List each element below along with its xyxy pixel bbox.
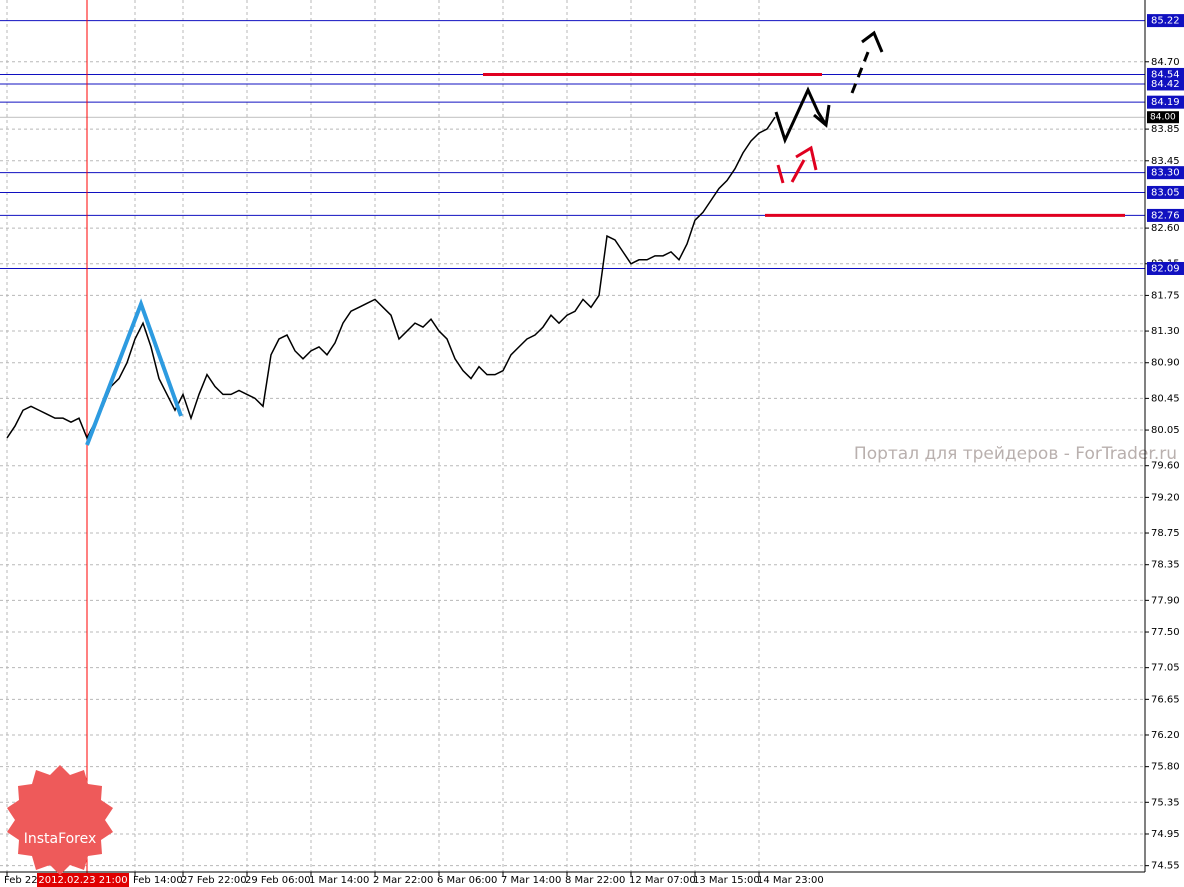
crosshair-label: 2012.02.23 21:00 [38, 875, 127, 886]
level-label-box [1147, 77, 1184, 91]
level-label: 85.22 [1151, 16, 1180, 27]
y-tick-label: 74.55 [1151, 861, 1180, 872]
watermark: Портал для трейдеров - ForTrader.ru [854, 444, 1177, 464]
y-tick-label: 81.30 [1151, 326, 1180, 337]
y-tick-label: 77.90 [1151, 595, 1180, 606]
y-tick-label: 75.80 [1151, 762, 1180, 773]
y-tick-label: 75.35 [1151, 797, 1180, 808]
level-label-box [1147, 95, 1184, 109]
crosshair-label-box [37, 873, 129, 887]
logo-badge [7, 765, 113, 875]
x-tick-label: 12 Mar 07:00 [629, 875, 696, 886]
forecast-arrows [774, 30, 884, 145]
y-tick-label: 79.60 [1151, 461, 1180, 472]
level-label: 83.05 [1151, 187, 1180, 198]
trend-zigzag [85, 298, 183, 446]
logo-text: InstaForex [24, 831, 97, 847]
x-tick-label: 6 Mar 06:00 [437, 875, 497, 886]
axis-labels: 74.55 74.95 75.35 75.80 76.20 76.65 77.05 77.50… [4, 14, 1184, 887]
level-label: 82.76 [1151, 210, 1180, 221]
level-label-box [1147, 166, 1184, 180]
y-tick-label: 84.70 [1151, 57, 1180, 68]
y-tick-label: 83.85 [1151, 124, 1180, 135]
x-tick-label: Feb 22: [4, 875, 41, 886]
y-tick-label: 82.60 [1151, 223, 1180, 234]
y-tick-label: 74.95 [1151, 829, 1180, 840]
y-tick-label: 81.75 [1151, 290, 1180, 301]
x-tick-label: 13 Mar 15:00 [693, 875, 760, 886]
level-label-box [1147, 261, 1184, 275]
x-tick-label: Feb 14:00 [133, 875, 183, 886]
x-tick-label: 27 Feb 22:00 [181, 875, 247, 886]
y-tick-label: 83.45 [1151, 156, 1180, 167]
y-tick-label: 77.05 [1151, 663, 1180, 674]
y-tick-label: 77.50 [1151, 627, 1180, 638]
price-line [6, 116, 776, 440]
red-arrows [776, 145, 818, 184]
y-tick-label: 76.65 [1151, 694, 1180, 705]
grid [0, 0, 1145, 872]
y-tick-label: 78.75 [1151, 528, 1180, 539]
level-label: 83.30 [1151, 168, 1180, 179]
y-tick-label: 80.90 [1151, 358, 1180, 369]
x-tick-label: 2 Mar 22:00 [373, 875, 433, 886]
x-tick-label: 29 Feb 06:00 [245, 875, 311, 886]
x-tick-label: 14 Mar 23:00 [757, 875, 824, 886]
current-price-box [1147, 111, 1179, 124]
level-label-box [1147, 185, 1184, 199]
plot [6, 0, 1125, 887]
level-label: 84.42 [1151, 79, 1180, 90]
y-tick-label: 78.35 [1151, 560, 1180, 571]
level-label-box [1147, 208, 1184, 222]
x-tick-label: 7 Mar 14:00 [501, 875, 561, 886]
level-label-box [1147, 14, 1184, 28]
logo: InstaForex [7, 765, 113, 875]
current-price-label: 84.00 [1150, 113, 1176, 123]
x-tick-label: 8 Mar 22:00 [565, 875, 625, 886]
y-tick-label: 79.20 [1151, 492, 1180, 503]
level-label: 84.54 [1151, 69, 1180, 80]
levels [0, 20, 1145, 269]
y-tick-label: 80.05 [1151, 425, 1180, 436]
level-label: 82.09 [1151, 263, 1180, 274]
x-tick-label: 1 Mar 14:00 [309, 875, 369, 886]
y-tick-label: 76.20 [1151, 730, 1180, 741]
level-label: 84.19 [1151, 97, 1180, 108]
y-tick-label: 80.45 [1151, 393, 1180, 404]
